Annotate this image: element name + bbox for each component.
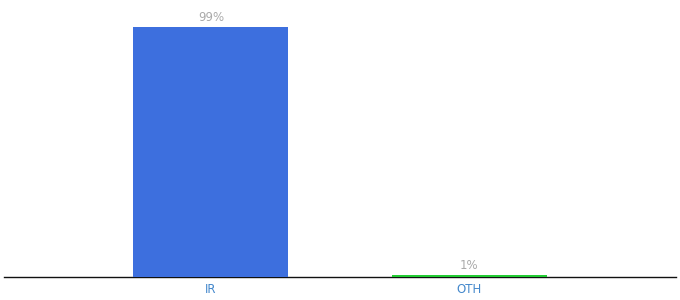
Bar <box>392 275 547 277</box>
Text: 1%: 1% <box>460 259 479 272</box>
Text: 99%: 99% <box>198 11 224 24</box>
Bar <box>133 27 288 277</box>
